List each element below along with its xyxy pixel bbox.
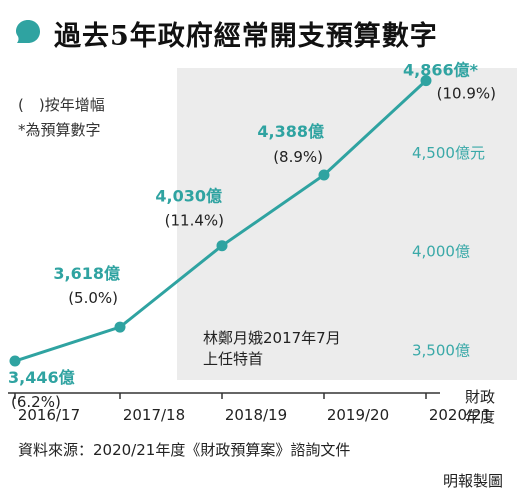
data-point bbox=[318, 169, 330, 181]
value-label: 4,866億* bbox=[403, 61, 479, 80]
x-unit-label-line: 財政 bbox=[465, 388, 495, 406]
x-ticks: 2016/17 2017/18 2018/19 2019/20 2020/21 bbox=[14, 393, 491, 424]
value-label: 3,618億 bbox=[53, 264, 120, 283]
data-point bbox=[9, 355, 21, 367]
y-tick-label: 3,500億 bbox=[412, 341, 470, 359]
x-tick-label: 2017/18 bbox=[123, 406, 185, 424]
credit-note: 明報製圖 bbox=[442, 472, 503, 490]
growth-label: (8.9%) bbox=[273, 148, 323, 166]
growth-label: (5.0%) bbox=[68, 289, 118, 307]
data-point bbox=[420, 75, 432, 87]
x-unit-label-line: 年度 bbox=[465, 408, 495, 426]
term-highlight-band bbox=[177, 68, 517, 380]
growth-label: (6.2%) bbox=[11, 393, 61, 411]
annotation-line: 林鄭月娥2017年7月 bbox=[203, 329, 341, 347]
chart-title: 過去5年政府經常開支預算數字 bbox=[54, 21, 438, 52]
source-note: 資料來源：2020/21年度《財政預算案》諮詢文件 bbox=[18, 441, 351, 459]
value-label: 3,446億 bbox=[8, 368, 75, 387]
data-point bbox=[216, 240, 228, 252]
x-tick-label: 2019/20 bbox=[327, 406, 389, 424]
y-tick-labels: 3,500億 4,000億 4,500億元 bbox=[412, 144, 485, 360]
speech-bubble-icon bbox=[16, 20, 40, 43]
chart-header: 過去5年政府經常開支預算數字 bbox=[0, 0, 517, 64]
value-label: 4,030億 bbox=[155, 187, 222, 206]
x-tick-label: 2016/17 bbox=[18, 406, 80, 424]
value-label: 4,388億 bbox=[257, 122, 324, 141]
x-tick-label: 2020/21 bbox=[429, 406, 491, 424]
y-tick-label: 4,500億元 bbox=[412, 144, 485, 162]
annotation-line: 上任特首 bbox=[203, 350, 263, 368]
data-labels: 3,446億 (6.2%) 3,618億 (5.0%) 4,030億 (11.4%) 4,3… bbox=[8, 61, 496, 411]
data-points bbox=[9, 75, 432, 367]
y-tick-label: 4,000億 bbox=[412, 243, 470, 261]
growth-label: (11.4%) bbox=[165, 212, 224, 230]
legend-estimate-note: *為預算數字 bbox=[18, 121, 101, 139]
x-tick-label: 2018/19 bbox=[225, 406, 287, 424]
legend-growth-note: ( )按年增幅 bbox=[18, 96, 105, 114]
growth-label: (10.9%) bbox=[437, 85, 496, 103]
data-point bbox=[114, 321, 126, 333]
